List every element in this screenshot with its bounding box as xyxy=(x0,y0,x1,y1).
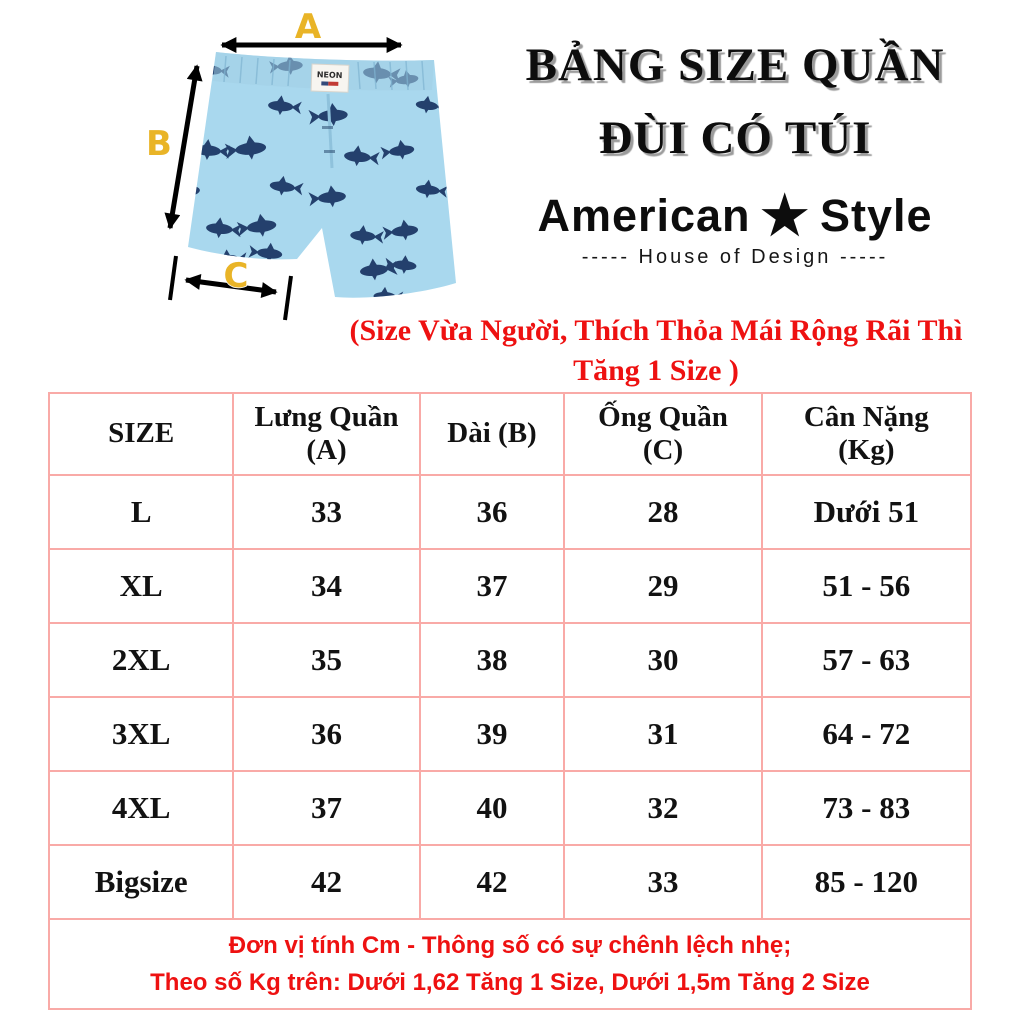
cell-leg: 28 xyxy=(563,474,763,550)
cell-leg: 30 xyxy=(563,622,763,698)
dimension-label-a: A xyxy=(295,7,322,47)
table-note-cell: Đơn vị tính Cm - Thông số có sự chênh lệ… xyxy=(48,918,972,1010)
cell-waist: 34 xyxy=(232,548,421,624)
cell-weight: 85 - 120 xyxy=(760,844,973,920)
dimension-arrow-c-icon xyxy=(184,273,278,299)
table-row: 2XL 35 38 30 57 - 63 xyxy=(47,622,973,698)
cell-size: 4XL xyxy=(47,770,235,846)
cell-weight: 64 - 72 xyxy=(760,696,973,772)
cell-size: Bigsize xyxy=(47,844,235,920)
table-row: 3XL 36 39 31 64 - 72 xyxy=(47,696,973,772)
page-title-line1: BẢNG SIZE QUẦN xyxy=(525,39,945,91)
height-note: Theo số Kg trên: Dưới 1,62 Tăng 1 Size, … xyxy=(150,969,870,996)
header-weight: Cân Nặng (Kg) xyxy=(760,392,973,476)
cell-weight: 51 - 56 xyxy=(760,548,973,624)
sizing-advice-line2: Tăng 1 Size ) xyxy=(573,353,739,387)
sizing-advice: (Size Vừa Người, Thích Thỏa Mái Rộng Rãi… xyxy=(286,311,1024,391)
brand-name-right: Style xyxy=(819,190,933,241)
star-icon: ★ xyxy=(760,185,810,246)
shorts-silhouette: NEON xyxy=(188,52,456,298)
cell-weight: 73 - 83 xyxy=(760,770,973,846)
shorts-product-image: NEON A B C xyxy=(145,6,456,321)
cell-weight: Dưới 51 xyxy=(760,474,973,550)
cell-length: 39 xyxy=(418,696,566,772)
header-length: Dài (B) xyxy=(418,392,566,476)
dimension-label-c: C xyxy=(224,256,249,296)
cell-length: 42 xyxy=(418,844,566,920)
cell-length: 36 xyxy=(418,474,566,550)
header-leg: Ống Quần (C) xyxy=(563,392,763,476)
size-table: SIZE Lưng Quần (A) Dài (B) Ống Quần (C) … xyxy=(47,392,973,1010)
cell-leg: 31 xyxy=(563,696,763,772)
waistband-creases xyxy=(223,55,425,91)
table-row: L 33 36 28 Dưới 51 xyxy=(47,474,973,550)
cell-waist: 36 xyxy=(232,696,421,772)
cell-size: L xyxy=(47,474,235,550)
cell-leg: 33 xyxy=(563,844,763,920)
cell-length: 37 xyxy=(418,548,566,624)
dimension-arrow-b-icon xyxy=(164,64,203,230)
table-note-row: Đơn vị tính Cm - Thông số có sự chênh lệ… xyxy=(48,918,972,1010)
brand-logo: American ★ Style xyxy=(452,185,1018,246)
unit-note: Đơn vị tính Cm - Thông số có sự chênh lệ… xyxy=(228,931,792,959)
waistband-tag: NEON xyxy=(310,63,350,93)
cell-leg: 29 xyxy=(563,548,763,624)
cell-waist: 42 xyxy=(232,844,421,920)
table-row: XL 34 37 29 51 - 56 xyxy=(47,548,973,624)
cell-length: 38 xyxy=(418,622,566,698)
cell-size: 3XL xyxy=(47,696,235,772)
table-row: Bigsize 42 42 33 85 - 120 xyxy=(47,844,973,920)
header-size: SIZE xyxy=(47,392,235,476)
cell-size: XL xyxy=(47,548,235,624)
sizing-advice-line1: (Size Vừa Người, Thích Thỏa Mái Rộng Rãi… xyxy=(349,314,963,347)
brand-tagline: ----- House of Design ----- xyxy=(581,246,889,268)
cell-size: 2XL xyxy=(47,622,235,698)
dimension-ticks xyxy=(168,255,293,321)
title-block: BẢNG SIZE QUẦN ĐÙI CÓ TÚI American ★ Sty… xyxy=(452,42,1018,269)
cell-length: 40 xyxy=(418,770,566,846)
fly-seam xyxy=(326,93,334,169)
cell-waist: 37 xyxy=(232,770,421,846)
page-title-line2: ĐÙI CÓ TÚI xyxy=(598,112,872,164)
waistband-tag-text: NEON xyxy=(317,70,343,80)
table-row: 4XL 37 40 32 73 - 83 xyxy=(47,770,973,846)
cell-waist: 35 xyxy=(232,622,421,698)
header-waist: Lưng Quần (A) xyxy=(232,392,421,476)
brand-name-left: American xyxy=(537,190,751,241)
cell-weight: 57 - 63 xyxy=(760,622,973,698)
dimension-label-b: B xyxy=(146,124,172,164)
cell-leg: 32 xyxy=(563,770,763,846)
table-header-row: SIZE Lưng Quần (A) Dài (B) Ống Quần (C) … xyxy=(47,392,973,476)
cell-waist: 33 xyxy=(232,474,421,550)
